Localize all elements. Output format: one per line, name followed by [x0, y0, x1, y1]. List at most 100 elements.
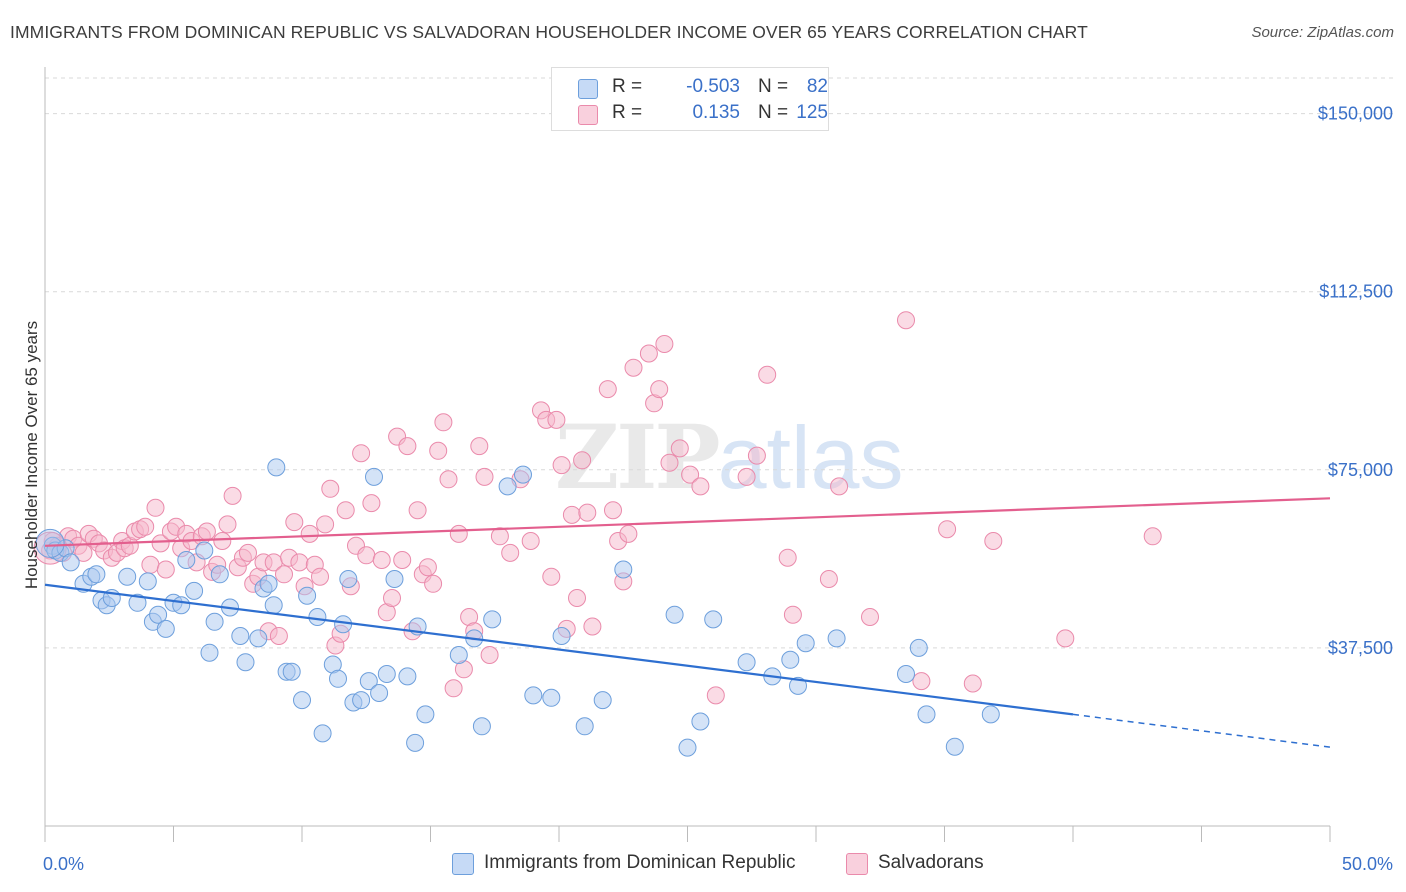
dominican-point: [138, 572, 157, 591]
dominican-point: [172, 596, 191, 615]
series-swatch-blue: [452, 853, 474, 875]
dominican-point: [264, 596, 283, 615]
salvadoran-point: [480, 646, 499, 664]
dominican-point: [87, 565, 106, 584]
salvadoran-point: [670, 439, 689, 458]
dominican-point: [128, 593, 147, 612]
legend-r-label: R =: [612, 102, 643, 123]
salvadoran-point: [434, 413, 453, 432]
dominican-point: [917, 705, 936, 724]
dominican-point: [665, 605, 684, 624]
dominican-point: [210, 565, 229, 584]
salvadoran-point: [521, 532, 540, 550]
dominican-point: [231, 627, 250, 645]
salvadoran-point: [372, 551, 391, 569]
dominican-point: [185, 581, 204, 600]
salvadoran-point: [475, 467, 494, 486]
dominican-point: [416, 705, 435, 724]
dominican-point: [365, 467, 383, 486]
dominican-point: [298, 586, 317, 605]
y-tick-label: $150,000: [1318, 104, 1393, 124]
dominican-point: [195, 541, 214, 560]
salvadoran-point: [984, 532, 1003, 550]
dominican-point: [789, 676, 807, 695]
salvadoran-point: [583, 617, 602, 636]
salvadoran-point: [269, 627, 288, 645]
salvadoran-point: [418, 558, 437, 577]
dominican-point: [483, 610, 502, 629]
legend-r-value: -0.503: [686, 76, 740, 97]
series-name-dominican: Immigrants from Dominican Republic: [484, 852, 796, 873]
dominican-point: [293, 691, 311, 710]
salvadoran-point: [490, 527, 509, 546]
salvadoran-point: [362, 494, 381, 513]
salvadoran-point: [156, 560, 175, 579]
dominican-trend-line: [44, 583, 1074, 716]
salvadoran-point: [429, 441, 448, 460]
salvadoran-point: [316, 515, 335, 534]
legend-r-label: R =: [612, 76, 643, 97]
dominican-point: [575, 717, 594, 736]
salvadoran-point: [383, 589, 401, 607]
salvadoran-point: [300, 524, 319, 543]
salvadoran-point: [691, 477, 710, 496]
salvadoran-point: [547, 410, 566, 429]
salvadoran-trend-line: [44, 497, 1331, 547]
dominican-point: [149, 605, 168, 624]
dominican-point: [542, 688, 561, 707]
y-tick-label: $112,500: [1319, 282, 1393, 302]
salvadoran-point: [573, 451, 592, 470]
salvadoran-point: [275, 565, 293, 584]
dominican-point: [200, 643, 219, 662]
dominican-point: [377, 665, 396, 683]
series-name-salvadoran: Salvadorans: [878, 852, 984, 873]
dominican-point: [827, 629, 846, 648]
salvadoran-point: [830, 477, 849, 496]
dominican-point: [704, 610, 723, 629]
salvadoran-point: [398, 437, 417, 456]
salvadoran-point: [136, 517, 155, 536]
dominican-point: [678, 738, 697, 757]
salvadoran-point: [604, 501, 622, 520]
legend-r-value: 0.135: [692, 102, 740, 123]
x-tick-label-max: 50.0%: [1342, 854, 1393, 874]
salvadoran-point: [408, 501, 427, 520]
dominican-point: [593, 691, 612, 710]
salvadoran-point: [285, 513, 304, 532]
dominican-point: [259, 574, 278, 593]
dominican-point: [981, 705, 1000, 724]
axes: [44, 67, 1331, 842]
salvadoran-point: [660, 453, 679, 472]
salvadoran-point: [501, 543, 520, 562]
dominican-point: [781, 650, 800, 669]
dominican-point: [737, 653, 756, 672]
dominican-point: [385, 570, 404, 588]
legend-n-label: N =: [758, 102, 789, 123]
salvadoran-point: [681, 465, 700, 484]
dominican-cluster-point: [35, 528, 65, 558]
legend-n-value: 82: [806, 76, 828, 97]
salvadoran-point: [552, 456, 571, 475]
dominican-point: [472, 717, 491, 736]
chart-title: IMMIGRANTS FROM DOMINICAN REPUBLIC VS SA…: [10, 22, 1088, 42]
dominican-point: [177, 551, 196, 569]
salvadoran-point: [197, 522, 216, 541]
salvadoran-point: [747, 446, 766, 465]
salvadoran-point: [352, 444, 371, 463]
dominican-trend-extension: [1072, 713, 1331, 748]
y-axis-label: Householder Income Over 65 years: [22, 320, 41, 590]
salvadoran-point: [393, 551, 412, 569]
salvadoran-point: [470, 437, 489, 456]
salvadoran-point: [424, 574, 443, 593]
dominican-points: [35, 458, 1000, 757]
salvadoran-point: [321, 479, 340, 498]
dominican-point: [370, 684, 389, 702]
salvadoran-point: [783, 605, 802, 624]
dominican-point: [249, 629, 268, 648]
dominican-point: [398, 667, 417, 686]
salvadoran-point: [861, 608, 879, 626]
salvadoran-point: [655, 335, 674, 353]
salvadoran-point: [938, 520, 957, 539]
dominican-point: [308, 608, 327, 626]
